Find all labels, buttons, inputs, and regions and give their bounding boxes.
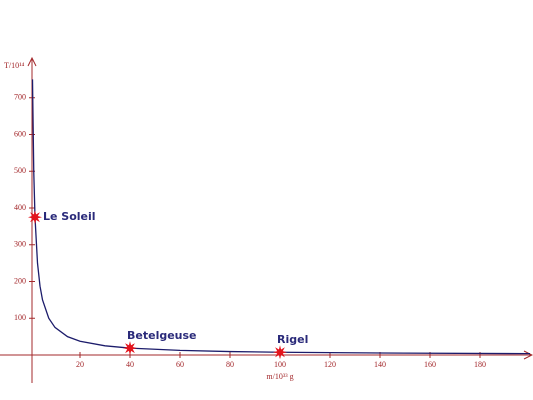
y-tick-label: 600	[14, 129, 26, 138]
point-label: Le Soleil	[43, 210, 96, 223]
x-tick-label: 80	[226, 360, 234, 369]
point-label: Rigel	[277, 333, 308, 346]
x-tick-label: 160	[424, 360, 436, 369]
y-tick-label: 200	[14, 276, 26, 285]
x-tick-label: 140	[374, 360, 386, 369]
curve	[31, 79, 531, 355]
y-tick-label: 500	[14, 166, 26, 175]
y-tick-label: 300	[14, 240, 26, 249]
x-tick-label: 40	[126, 360, 134, 369]
x-axis-arrow	[523, 350, 533, 360]
x-tick-label: 100	[274, 360, 286, 369]
star-point	[123, 341, 137, 356]
star-point	[28, 210, 42, 225]
y-axis-arrow	[27, 56, 37, 67]
y-tick-label: 400	[14, 203, 26, 212]
star-point	[273, 345, 287, 360]
y-tick-label: 700	[14, 93, 26, 102]
y-tick-label: 100	[14, 313, 26, 322]
y-axis-label: T/10¹⁴	[4, 61, 25, 70]
point-label: Betelgeuse	[127, 329, 197, 342]
x-tick-label: 120	[324, 360, 336, 369]
x-axis-label: m/10³³ g	[266, 372, 293, 381]
x-tick-label: 20	[76, 360, 84, 369]
x-tick-label: 60	[176, 360, 184, 369]
x-tick-label: 180	[474, 360, 486, 369]
